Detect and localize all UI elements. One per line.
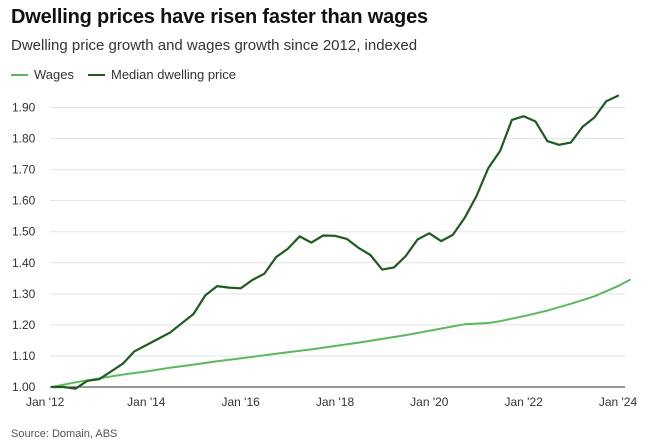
chart-subtitle: Dwelling price growth and wages growth s… [11,37,418,54]
legend-item-wages[interactable]: Wages [11,67,74,82]
legend-label-wages: Wages [34,67,74,82]
y-axis-ticks: 1.00 1.10 1.20 1.30 1.40 1.50 1.60 1.70 1.80 1.90 [12,101,36,394]
x-axis-ticks: Jan '12 Jan '14 Jan '16 Jan '18 Jan '20 Jan '… [26,395,637,409]
y-tick-label: 1.90 [12,101,36,115]
legend-item-dwelling[interactable]: Median dwelling price [87,67,236,82]
y-tick-label: 1.40 [12,256,36,270]
legend-swatch-dwelling [87,73,105,76]
series-lines [50,94,631,390]
x-tick-label: Jan '16 [222,395,261,409]
y-tick-label: 1.20 [12,318,36,332]
y-tick-label: 1.00 [12,380,36,394]
x-tick-label: Jan '18 [316,395,355,409]
gridlines [50,107,625,388]
x-tick-label: Jan '12 [26,395,65,409]
legend-swatch-wages [11,73,28,76]
y-tick-label: 1.30 [12,287,36,301]
series-line-dwelling-price [50,94,620,390]
y-tick-label: 1.10 [12,349,36,363]
legend-label-dwelling: Median dwelling price [110,67,236,82]
x-tick-label: Jan '24 [599,395,638,409]
series-line-wages [51,278,631,388]
y-tick-label: 1.80 [12,132,36,146]
chart-legend: Wages Median dwelling price [11,67,250,82]
y-tick-label: 1.70 [12,163,36,177]
x-tick-label: Jan '22 [505,395,544,409]
x-tick-label: Jan '14 [127,395,166,409]
chart-source: Source: Domain, ABS [11,428,118,440]
chart-title: Dwelling prices have risen faster than w… [11,6,428,28]
y-tick-label: 1.50 [12,225,36,239]
y-tick-label: 1.60 [12,194,36,208]
x-tick-label: Jan '20 [410,395,449,409]
